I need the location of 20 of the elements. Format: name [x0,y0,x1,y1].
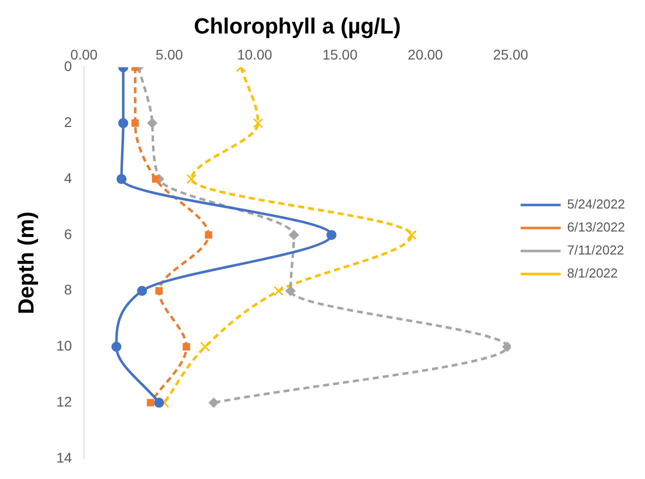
y-tick-label: 8 [64,282,72,298]
x-tick-label: 15.00 [322,46,358,63]
y-axis-title: Depth (m) [13,212,38,314]
x-axis-title: Chlorophyll a (µg/L) [194,13,401,38]
x-tick-label: 10.00 [237,46,272,63]
legend-label: 6/13/2022 [567,220,626,235]
y-tick-label: 2 [64,114,72,130]
legend-label: 8/1/2022 [567,266,618,281]
legend-label: 7/11/2022 [567,242,624,258]
y-tick-label: 12 [56,394,72,410]
x-tick-label: 0.00 [70,46,98,63]
y-tick-label: 0 [64,58,72,74]
x-tick-label: 25.00 [493,46,528,63]
y-tick-label: 14 [56,449,72,466]
y-tick-label: 4 [64,170,72,186]
y-tick-label: 6 [64,226,72,242]
x-tick-label: 20.00 [408,46,444,63]
y-tick-label: 10 [56,338,72,354]
legend-label: 5/24/2022 [567,196,626,212]
x-tick-label: 5.00 [156,46,184,63]
